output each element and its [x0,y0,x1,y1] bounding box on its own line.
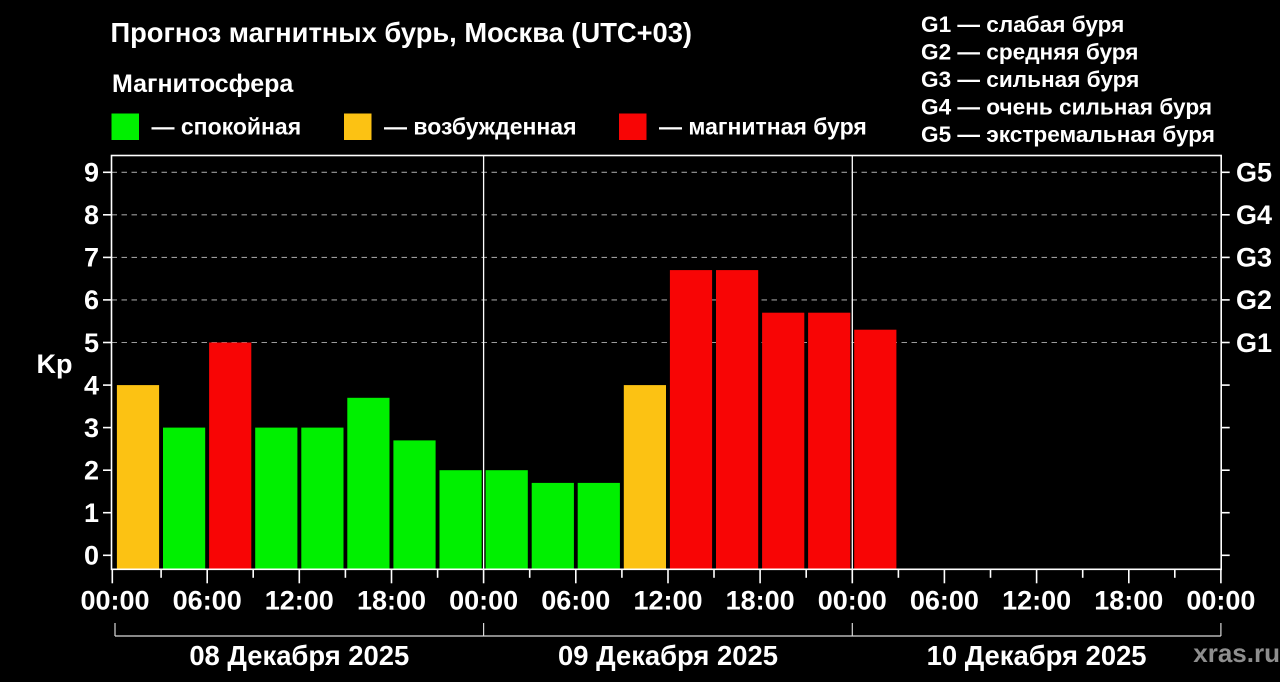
svg-text:18:00: 18:00 [726,586,795,616]
svg-text:10 Декабря 2025: 10 Декабря 2025 [927,640,1147,671]
svg-text:00:00: 00:00 [449,586,518,616]
svg-text:G5: G5 [1236,158,1272,188]
svg-text:G4 — очень сильная буря: G4 — очень сильная буря [921,94,1212,119]
svg-text:— возбужденная: — возбужденная [384,114,577,140]
svg-text:Магнитосфера: Магнитосфера [112,70,294,98]
svg-text:6: 6 [84,285,99,315]
svg-text:Kp: Kp [37,349,73,379]
svg-text:G2 — средняя буря: G2 — средняя буря [921,40,1138,65]
svg-text:8: 8 [84,200,99,230]
svg-text:00:00: 00:00 [1186,586,1255,616]
svg-text:G5 — экстремальная буря: G5 — экстремальная буря [921,122,1215,147]
svg-text:G1 — слабая буря: G1 — слабая буря [921,12,1124,37]
svg-text:5: 5 [84,328,99,358]
svg-text:06:00: 06:00 [173,586,242,616]
svg-text:7: 7 [84,243,99,273]
svg-text:G4: G4 [1236,200,1272,230]
svg-text:0: 0 [84,541,99,571]
svg-text:G2: G2 [1236,285,1272,315]
svg-text:9: 9 [84,158,99,188]
svg-text:3: 3 [84,413,99,443]
svg-text:xras.ru: xras.ru [1193,638,1280,668]
svg-text:G3 — сильная буря: G3 — сильная буря [921,67,1139,92]
svg-text:12:00: 12:00 [265,586,334,616]
svg-text:00:00: 00:00 [818,586,887,616]
svg-text:06:00: 06:00 [910,586,979,616]
svg-text:08 Декабря 2025: 08 Декабря 2025 [189,640,409,671]
svg-text:09 Декабря 2025: 09 Декабря 2025 [558,640,778,671]
svg-text:1: 1 [84,498,99,528]
svg-text:— спокойная: — спокойная [152,114,302,140]
svg-text:12:00: 12:00 [633,586,702,616]
svg-text:12:00: 12:00 [1002,586,1071,616]
svg-text:00:00: 00:00 [80,586,149,616]
svg-text:Прогноз магнитных бурь, Москва: Прогноз магнитных бурь, Москва (UTC+03) [111,17,693,48]
svg-text:G3: G3 [1236,243,1272,273]
svg-text:18:00: 18:00 [1094,586,1163,616]
svg-text:18:00: 18:00 [357,586,426,616]
svg-text:— магнитная буря: — магнитная буря [659,114,867,140]
svg-text:4: 4 [84,370,99,400]
svg-text:06:00: 06:00 [541,586,610,616]
svg-text:2: 2 [84,456,99,486]
svg-text:G1: G1 [1236,328,1272,358]
